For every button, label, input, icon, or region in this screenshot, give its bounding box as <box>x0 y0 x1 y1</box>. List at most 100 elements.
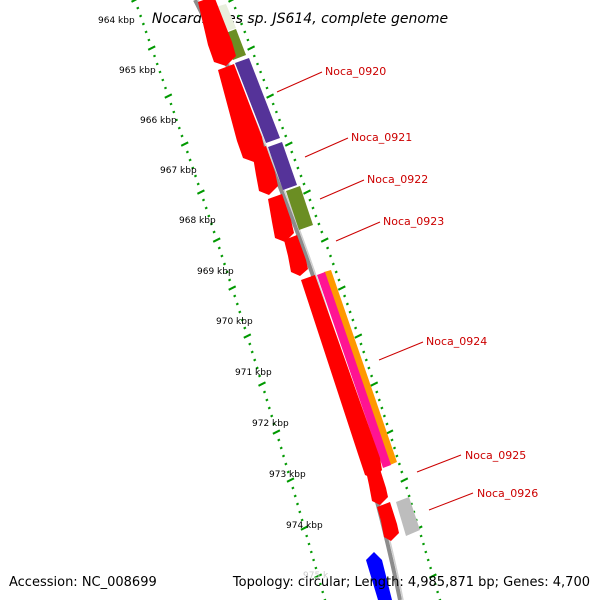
inner-track-minor-tick <box>207 214 211 218</box>
tick-label-967: 967 kbp <box>160 166 197 176</box>
inner-track-minor-tick <box>222 262 227 266</box>
inner-track-minor-tick <box>193 174 198 178</box>
tick-label-973: 973 kbp <box>269 470 306 480</box>
outer-track-minor-tick <box>326 246 330 250</box>
outer-track-minor-tick <box>314 214 318 218</box>
inner-track-minor-tick <box>196 182 200 186</box>
outer-track-minor-tick <box>348 310 352 314</box>
outer-track-minor-tick <box>277 118 282 122</box>
outer-track-minor-tick <box>293 158 297 162</box>
gene-arrow-0921[interactable] <box>252 146 278 195</box>
outer-track-minor-tick <box>243 30 247 34</box>
inner-track-minor-tick <box>295 502 300 506</box>
outer-track-major-tick <box>354 333 363 339</box>
inner-track-minor-tick <box>139 14 143 18</box>
gene-label-0923[interactable]: Noca_0923 <box>383 215 444 228</box>
gene-arrow-0924[interactable] <box>301 275 382 479</box>
gene-arrow-0919[interactable] <box>198 0 236 66</box>
inner-track-minor-tick <box>321 590 325 594</box>
feature-olive-bar-2 <box>286 186 313 230</box>
inner-track-minor-tick <box>279 446 283 450</box>
inner-track-minor-tick <box>169 102 173 106</box>
outer-track-minor-tick <box>424 550 428 554</box>
inner-track-minor-tick <box>188 158 192 162</box>
outer-track-minor-tick <box>308 198 312 202</box>
outer-track-major-tick <box>385 429 394 435</box>
inner-track-minor-tick <box>177 126 181 130</box>
inner-track-minor-tick <box>305 534 309 538</box>
gene-callouts: Noca_0920 Noca_0921 Noca_0922 Noca_0923 … <box>276 65 538 511</box>
gene-label-0925[interactable]: Noca_0925 <box>465 449 526 462</box>
outer-track-minor-tick <box>317 222 321 226</box>
inner-track-minor-tick <box>163 86 168 90</box>
inner-track-minor-tick <box>217 246 221 250</box>
inner-track-major-tick <box>286 477 295 483</box>
inner-track-minor-tick <box>201 198 206 202</box>
inner-track-minor-tick <box>141 22 145 26</box>
gene-arrow-reverse-blue[interactable] <box>366 552 392 600</box>
inner-track-minor-tick <box>267 406 271 410</box>
outer-track-minor-tick <box>426 558 430 562</box>
callout-line-0922 <box>319 179 365 200</box>
callout-line-0926 <box>428 492 474 511</box>
inner-track-major-tick <box>196 189 205 195</box>
outer-track-minor-tick <box>397 462 401 466</box>
inner-track-minor-tick <box>233 294 237 298</box>
inner-track-minor-tick <box>309 550 313 554</box>
gene-arrow-0920[interactable] <box>218 64 265 162</box>
tick-label-964: 964 kbp <box>98 16 135 26</box>
inner-track-minor-tick <box>147 38 151 42</box>
inner-track-minor-tick <box>158 70 162 74</box>
callout-line-0924 <box>378 341 424 361</box>
outer-track-minor-tick <box>284 134 288 138</box>
inner-track-minor-tick <box>250 350 254 354</box>
outer-track-major-tick <box>228 0 235 3</box>
gene-arrow-0926[interactable] <box>377 502 399 541</box>
outer-track-minor-tick <box>328 254 333 258</box>
gene-arrow-0923[interactable] <box>284 235 308 276</box>
callout-line-0921 <box>304 137 349 158</box>
outer-track-minor-tick <box>343 294 347 298</box>
feature-track <box>212 4 420 536</box>
inner-track-minor-tick <box>204 206 208 210</box>
inner-track-minor-tick <box>243 326 247 330</box>
gene-arrow-0922[interactable] <box>268 194 294 242</box>
inner-track-minor-tick <box>155 62 159 66</box>
inner-track-minor-tick <box>152 54 157 58</box>
inner-track-minor-tick <box>312 558 316 562</box>
inner-track-minor-tick <box>265 398 269 402</box>
outer-track-minor-tick <box>299 174 303 178</box>
outer-track-minor-tick <box>236 14 240 18</box>
gene-label-0922[interactable]: Noca_0922 <box>367 173 428 186</box>
inner-track-minor-tick <box>318 582 322 586</box>
outer-track-major-tick <box>303 189 311 195</box>
gene-label-0920[interactable]: Noca_0920 <box>325 65 386 78</box>
outer-track-minor-tick <box>334 270 338 274</box>
inner-track-major-tick <box>180 141 189 147</box>
outer-track-minor-tick <box>407 494 411 498</box>
outer-track-minor-tick <box>265 86 269 90</box>
inner-track-major-tick <box>272 429 281 435</box>
outer-track-minor-tick <box>302 182 306 186</box>
outer-track-minor-tick <box>436 590 440 594</box>
outer-track-minor-tick <box>385 422 389 426</box>
inner-track-minor-tick <box>212 230 216 234</box>
outer-track-minor-tick <box>395 454 399 458</box>
tick-label-968: 968 kbp <box>179 216 216 226</box>
inner-track-minor-tick <box>270 414 274 418</box>
gene-label-0926[interactable]: Noca_0926 <box>477 487 538 500</box>
feature-magenta-bar <box>317 272 391 468</box>
inner-track-major-tick <box>131 0 138 3</box>
outer-track-major-tick <box>400 477 409 483</box>
tick-label-974: 974 kbp <box>286 521 323 531</box>
gene-label-0921[interactable]: Noca_0921 <box>351 131 412 144</box>
inner-track-minor-tick <box>272 422 276 426</box>
outer-track-major-tick <box>370 381 379 387</box>
gene-label-0924[interactable]: Noca_0924 <box>426 335 487 348</box>
feature-purple-bar-2 <box>268 142 297 190</box>
inner-track-minor-tick <box>172 110 176 114</box>
outer-track-minor-tick <box>359 342 363 346</box>
outer-track-minor-tick <box>367 366 371 370</box>
gene-arrow-0925[interactable] <box>366 466 388 505</box>
inner-track-minor-tick <box>225 270 229 274</box>
